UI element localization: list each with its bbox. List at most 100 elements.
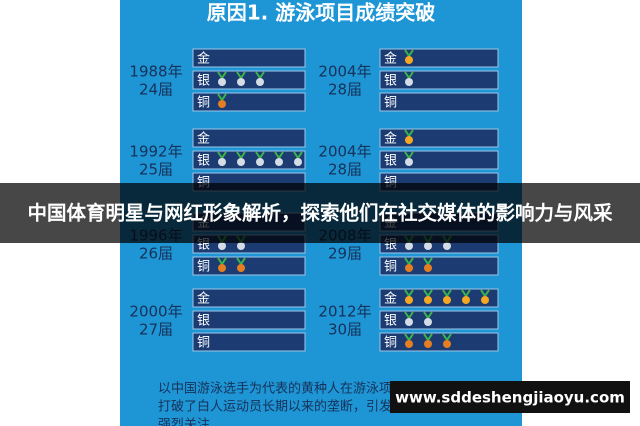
medal-icon: [218, 242, 226, 250]
game-session: 27届: [139, 321, 173, 339]
caption-line: 打破了白人运动员长期以来的垄断，引发民众: [158, 399, 418, 415]
medal-icon: [237, 242, 245, 250]
medal-icon: [424, 242, 432, 250]
game-session: 29届: [328, 245, 362, 263]
medal-label: 金: [384, 51, 397, 67]
medal-row-box: [192, 128, 306, 148]
game-year: 1992年: [129, 143, 182, 161]
medal-count: [404, 49, 414, 64]
game-year: 2004年: [318, 63, 371, 81]
medal-label: 铜: [384, 336, 397, 351]
medal-icon: [237, 158, 245, 166]
game-session: 30届: [328, 321, 362, 339]
medal-icon: [405, 56, 413, 64]
banner-background: [0, 183, 640, 243]
medal-count: [217, 151, 303, 166]
medal-row-box: [192, 332, 306, 352]
medal-count: [217, 93, 227, 108]
medal-icon: [218, 100, 226, 108]
game-session: 26届: [139, 245, 173, 263]
medal-label: 银: [197, 154, 210, 169]
game-session: 25届: [139, 161, 173, 179]
medal-row-box: [379, 48, 499, 68]
medal-row-box: [379, 150, 499, 170]
medal-icon: [237, 264, 245, 272]
medal-icon: [462, 296, 470, 304]
medal-icon: [424, 340, 432, 348]
medal-label: 金: [384, 131, 397, 147]
medal-icon: [405, 136, 413, 144]
medal-icon: [256, 78, 264, 86]
medal-label: 银: [384, 74, 397, 89]
medal-icon: [256, 158, 264, 166]
medal-count: [217, 71, 265, 86]
medal-row-box: [379, 310, 499, 330]
medal-row-box: [379, 288, 499, 308]
medal-label: 金: [197, 291, 210, 307]
medal-icon: [443, 340, 451, 348]
medal-label: 银: [384, 314, 397, 329]
medal-count: [217, 257, 246, 272]
game-year: 2000年: [129, 303, 182, 321]
medal-label: 金: [384, 291, 397, 307]
game-session: 28届: [328, 161, 362, 179]
medal-icon: [405, 158, 413, 166]
medal-row-box: [192, 48, 306, 68]
medal-count: [404, 311, 433, 326]
medal-row-box: [379, 256, 499, 276]
medal-row-box: [379, 128, 499, 148]
medal-row-box: [192, 310, 306, 330]
medal-icon: [481, 296, 489, 304]
medal-icon: [424, 296, 432, 304]
medal-count: [404, 129, 414, 144]
medal-count: [404, 71, 414, 86]
medal-icon: [405, 318, 413, 326]
medal-row-box: [379, 332, 499, 352]
medal-label: 铜: [197, 260, 210, 275]
medal-icon: [405, 296, 413, 304]
medal-icon: [405, 78, 413, 86]
game-session: 24届: [139, 81, 173, 99]
medal-row-box: [379, 92, 499, 112]
watermark-background: [390, 381, 630, 413]
caption-line: 以中国游泳选手为代表的黄种人在游泳项目上: [158, 381, 418, 397]
medal-icon: [424, 264, 432, 272]
game-year: 2004年: [318, 143, 371, 161]
medal-label: 金: [197, 51, 210, 67]
medal-icon: [405, 264, 413, 272]
content: 1988年24届金银铜1992年25届金银铜1996年26届金银铜2000年27…: [129, 48, 499, 352]
medal-count: [404, 257, 433, 272]
medal-label: 铜: [384, 260, 397, 275]
medal-label: 铜: [384, 96, 397, 111]
caption-line: 强烈关注: [158, 418, 210, 426]
game-year: 1988年: [129, 63, 182, 81]
medal-icon: [218, 264, 226, 272]
game-session: 28届: [328, 81, 362, 99]
title: 原因1. 游泳项目成绩突破: [207, 1, 435, 25]
medal-icon: [443, 242, 451, 250]
game-year: 2012年: [318, 303, 371, 321]
medal-label: 银: [197, 74, 210, 89]
medal-label: 金: [197, 131, 210, 147]
medal-icon: [218, 78, 226, 86]
medal-icon: [275, 158, 283, 166]
banner-text: 中国体育明星与网红形象解析，探索他们在社交媒体的影响力与风采: [27, 202, 613, 225]
medal-icon: [405, 242, 413, 250]
medal-row-box: [192, 288, 306, 308]
medal-icon: [424, 318, 432, 326]
medal-label: 铜: [197, 336, 210, 351]
medal-icon: [218, 158, 226, 166]
medal-icon: [237, 78, 245, 86]
watermark: www.sddeshengjiaoyu.com: [395, 389, 625, 407]
medal-row-box: [379, 70, 499, 90]
medal-count: [404, 289, 490, 304]
medal-count: [404, 333, 452, 348]
medal-count: [404, 151, 414, 166]
medal-icon: [294, 158, 302, 166]
medal-icon: [443, 296, 451, 304]
medal-label: 银: [197, 314, 210, 329]
medal-label: 银: [384, 154, 397, 169]
medal-label: 铜: [197, 96, 210, 111]
medal-icon: [405, 340, 413, 348]
